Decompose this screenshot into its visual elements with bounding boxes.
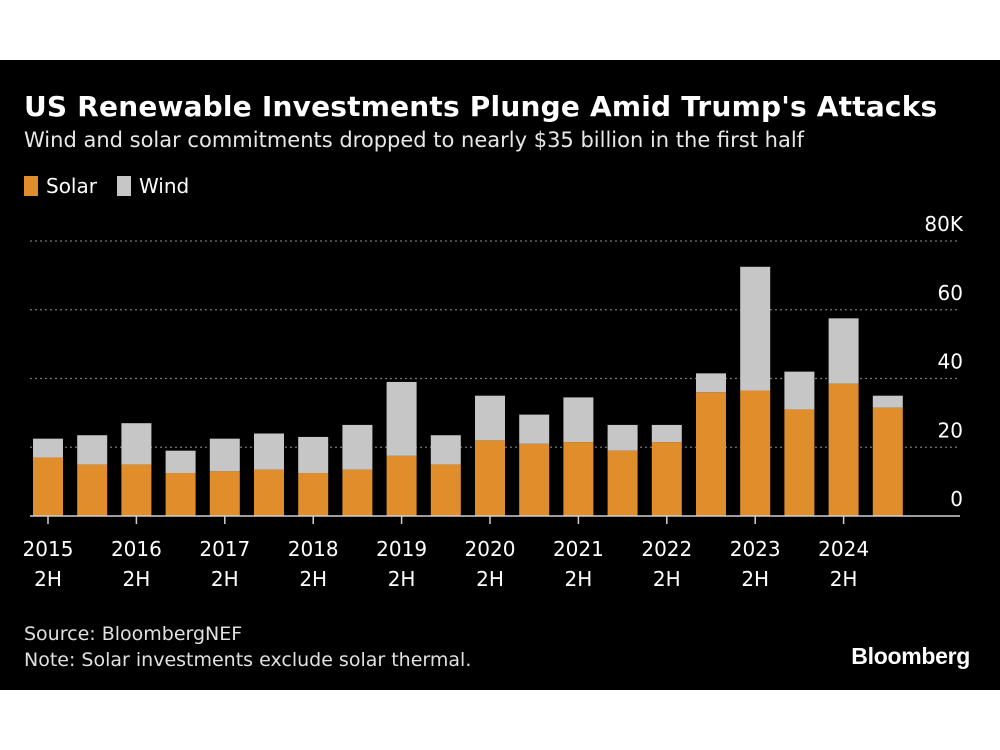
y-tick-label: 60	[938, 281, 963, 305]
x-tick-label-year: 2024	[818, 537, 869, 561]
bar-wind	[121, 423, 152, 465]
bar-wind	[342, 424, 373, 470]
bar-solar	[519, 443, 550, 516]
bar-wind	[872, 395, 903, 408]
bar-solar	[77, 464, 108, 516]
bar-solar	[33, 457, 63, 516]
x-tick-label-half: 2H	[565, 567, 593, 591]
bar-solar	[430, 464, 461, 516]
y-tick-label: 0	[950, 487, 963, 511]
y-tick-label: 40	[938, 350, 963, 374]
bar-solar	[298, 473, 329, 516]
legend-label-wind: Wind	[138, 174, 190, 198]
x-tick-label-half: 2H	[299, 567, 327, 591]
bar-wind	[33, 438, 63, 458]
legend-item-solar: Solar	[24, 174, 97, 198]
x-tick-label-year: 2015	[23, 537, 74, 561]
bar-wind	[740, 266, 771, 391]
x-tick-label-year: 2019	[376, 537, 427, 561]
bar-wind	[519, 414, 550, 444]
x-tick-label-half: 2H	[388, 567, 416, 591]
x-tick-label-year: 2018	[288, 537, 339, 561]
stacked-bar-chart: 80K 60 40 20 0 2015 2H 2016 2H 2017 2H 2018 2H 2019 2H…	[23, 212, 964, 591]
bar-wind	[430, 435, 461, 465]
footnote: Note: Solar investments exclude solar th…	[24, 649, 472, 671]
bar-solar	[386, 455, 417, 516]
bar-solar	[209, 471, 240, 516]
bar-solar	[651, 442, 682, 516]
bar-solar	[784, 409, 815, 516]
bar-wind	[828, 318, 859, 384]
bar-solar	[342, 469, 373, 516]
bar-wind	[386, 381, 417, 456]
bar-solar	[254, 469, 284, 516]
bar-wind	[563, 397, 594, 443]
chart-panel: US Renewable Investments Plunge Amid Tru…	[0, 60, 1000, 690]
x-tick-label-year: 2020	[465, 537, 516, 561]
bar-wind	[784, 371, 815, 410]
source-note: Source: BloombergNEF	[24, 623, 243, 645]
chart-title: US Renewable Investments Plunge Amid Tru…	[24, 90, 938, 123]
x-tick-label-half: 2H	[830, 567, 858, 591]
bar-solar	[872, 407, 903, 516]
x-tick-label-year: 2023	[730, 537, 781, 561]
x-tick-label-year: 2022	[641, 537, 692, 561]
bar-solar	[607, 450, 638, 516]
chart-subtitle: Wind and solar commitments dropped to ne…	[24, 128, 805, 152]
legend-label-solar: Solar	[46, 174, 97, 198]
x-tick-label-half: 2H	[476, 567, 504, 591]
bar-solar	[475, 440, 505, 516]
legend-swatch-wind	[116, 176, 131, 196]
bar-solar	[696, 392, 726, 516]
bar-solar	[121, 464, 152, 516]
y-tick-label: 20	[938, 418, 963, 442]
bar-solar	[740, 390, 771, 516]
legend-swatch-solar	[24, 176, 38, 196]
x-tick-label-half: 2H	[211, 567, 239, 591]
x-tick-label-year: 2021	[553, 537, 604, 561]
bar-wind	[165, 450, 196, 474]
bar-wind	[475, 395, 505, 441]
bar-solar	[828, 383, 859, 516]
bar-solar	[563, 442, 594, 516]
x-tick-label-half: 2H	[653, 567, 681, 591]
bar-wind	[696, 373, 726, 393]
bloomberg-logo: Bloomberg	[851, 643, 970, 669]
x-tick-label-year: 2017	[199, 537, 250, 561]
legend-item-wind: Wind	[116, 174, 190, 198]
bar-wind	[651, 424, 682, 443]
bar-solar	[165, 473, 196, 516]
chart-legend: Solar Wind	[24, 174, 189, 198]
x-tick-label-year: 2016	[111, 537, 162, 561]
x-tick-label-half: 2H	[34, 567, 62, 591]
bar-wind	[209, 438, 240, 472]
y-tick-label: 80K	[924, 212, 963, 236]
bar-wind	[77, 435, 108, 465]
x-tick-label-half: 2H	[741, 567, 769, 591]
bar-wind	[254, 433, 284, 470]
bar-wind	[607, 424, 638, 451]
x-tick-label-half: 2H	[123, 567, 151, 591]
bar-wind	[298, 436, 329, 474]
